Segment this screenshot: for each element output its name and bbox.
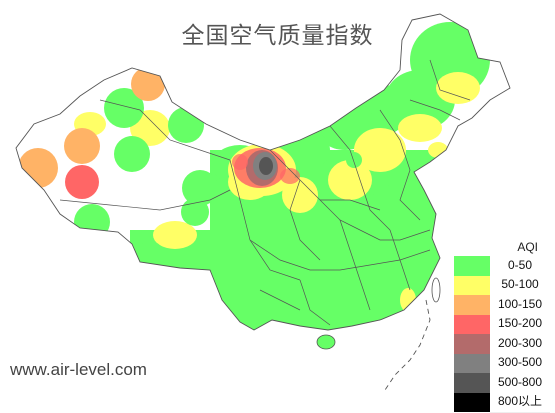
china-outline [15,13,511,331]
legend-label: 200-300 [490,333,550,354]
legend-label: 50-100 [490,275,550,296]
aqi-legend: AQI 0-50 50-100 100-150 150-200 200-300 300-5… [454,238,550,413]
legend-label: 300-500 [490,353,550,374]
legend-item: 200-300 [454,333,550,354]
legend-title: AQI [454,238,550,256]
legend-item: 0-50 [454,255,550,276]
south-sea-boundary [384,299,431,391]
legend-item: 150-200 [454,314,550,335]
legend-item: 300-500 [454,353,550,374]
legend-swatch [454,373,490,393]
legend-item: 100-150 [454,294,550,315]
legend-swatch [454,295,490,315]
legend-item: 500-800 [454,372,550,393]
legend-item: 50-100 [454,275,550,296]
taiwan-island [431,277,441,303]
legend-swatch [454,392,490,412]
legend-label: 500-800 [490,372,550,393]
aqi-heat-layer [18,22,490,330]
legend-item: 800以上 [454,392,550,413]
legend-swatch [454,334,490,354]
province-boundaries [59,59,471,326]
legend-label: 0-50 [490,255,550,276]
china-aqi-map [15,13,511,391]
legend-label: 800以上 [490,392,550,413]
site-watermark: www.air-level.com [10,360,147,379]
legend-swatch [454,314,490,334]
legend-label: 100-150 [490,294,550,315]
map-title: 全国空气质量指数 [181,23,374,49]
legend-swatch [454,275,490,295]
legend-swatch [454,256,490,276]
legend-swatch [454,353,490,373]
hainan-island [316,334,336,350]
legend-label: 150-200 [490,314,550,335]
